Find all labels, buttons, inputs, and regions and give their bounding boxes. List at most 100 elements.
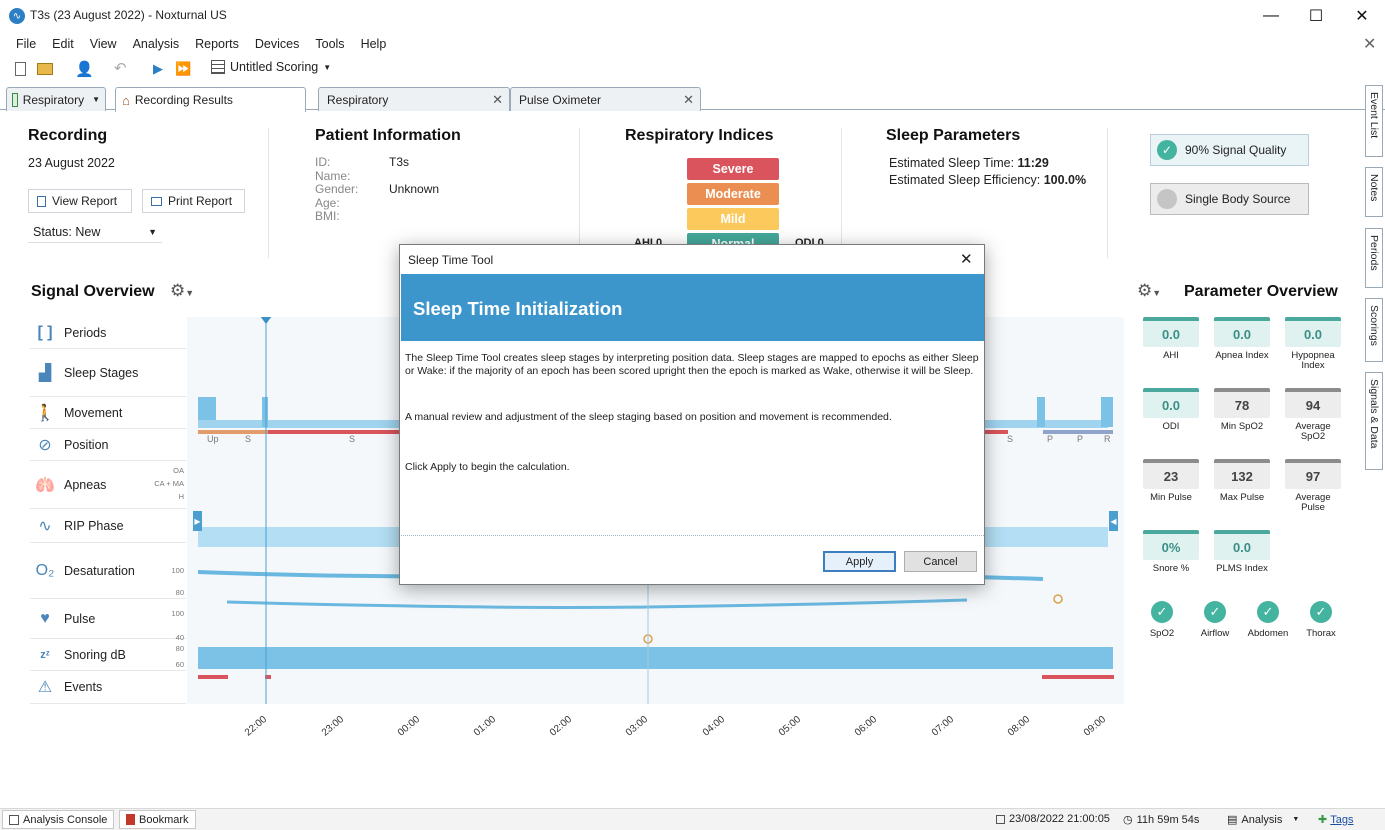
close-window-button[interactable]: ✕ [1355, 8, 1369, 25]
check-spo2[interactable]: ✓ SpO2 [1134, 601, 1190, 639]
check-abdomen[interactable]: ✓ Abdomen [1240, 601, 1296, 639]
side-tab-periods[interactable]: Periods [1365, 228, 1383, 288]
sleep-stages-icon: ▟ [38, 364, 52, 382]
tags-label: Tags [1330, 813, 1354, 826]
tags-link[interactable]: ✚ Tags [1318, 813, 1354, 827]
cursor-handle-icon[interactable] [260, 316, 272, 324]
bookmark-button[interactable]: Bookmark [119, 810, 196, 829]
signal-row-periods[interactable]: [ ] Periods [30, 317, 186, 349]
signal-row-pulse[interactable]: ♥ Pulse 100 40 [30, 599, 186, 642]
recording-date: 23 August 2022 [28, 156, 115, 170]
axis-label: 100 [171, 566, 184, 575]
analysis-console-button[interactable]: Analysis Console [2, 810, 115, 829]
time-tick: 09:00 [1081, 714, 1109, 739]
signal-row-movement[interactable]: 🚶 Movement [30, 397, 186, 429]
home-icon: ⌂ [122, 92, 130, 108]
status-dropdown[interactable]: Status: New ▼ [28, 222, 162, 243]
patient-name-value [389, 170, 439, 184]
side-tab-scorings[interactable]: Scorings [1365, 298, 1383, 362]
tile-apnea-index[interactable]: 0.0 Apnea Index [1214, 317, 1270, 361]
tile-value: 0% [1143, 530, 1199, 560]
view-report-button[interactable]: View Report [28, 189, 132, 213]
mode-dropdown[interactable]: ▤ Analysis ▼ [1227, 813, 1299, 827]
tile-snore-percent[interactable]: 0% Snore % [1143, 530, 1199, 574]
tile-label: Hypopnea Index [1291, 350, 1335, 371]
signal-row-events[interactable]: ⚠ Events [30, 671, 186, 704]
dialog-paragraph-1: The Sleep Time Tool creates sleep stages… [405, 352, 979, 377]
tile-average-pulse[interactable]: 97 Average Pulse [1285, 459, 1341, 513]
parameter-settings-gear-icon[interactable]: ⚙▼ [1137, 281, 1162, 300]
tile-value: 0.0 [1143, 317, 1199, 347]
duration-label: 11h 59m 54s [1136, 813, 1200, 826]
menu-file[interactable]: File [16, 37, 37, 51]
close-tab-icon[interactable]: ✕ [492, 92, 503, 107]
scroll-left-handle[interactable]: ▶ [193, 511, 202, 531]
severity-scale: Severe Moderate Mild Normal [687, 158, 779, 258]
tile-plms-index[interactable]: 0.0 PLMS Index [1214, 530, 1270, 574]
apply-button[interactable]: Apply [823, 551, 896, 572]
signal-settings-gear-icon[interactable]: ⚙▼ [170, 281, 195, 300]
tile-min-spo2[interactable]: 78 Min SpO2 [1214, 388, 1270, 432]
axis-label: 40 [175, 633, 184, 642]
check-circle-icon: ✓ [1157, 140, 1177, 160]
patient-gender-value: Unknown [389, 182, 440, 196]
menu-analysis[interactable]: Analysis [132, 37, 180, 51]
signal-row-apneas[interactable]: 🫁 Apneas OA CA + MA H [30, 461, 186, 509]
signal-row-snoring[interactable]: zᶻ Snoring dB 80 60 [30, 639, 186, 671]
tile-hypopnea-index[interactable]: 0.0 Hypopnea Index [1285, 317, 1341, 371]
play-icon[interactable]: ▶ [153, 61, 163, 76]
signal-row-sleep-stages[interactable]: ▟ Sleep Stages [30, 349, 186, 397]
side-tab-notes[interactable]: Notes [1365, 167, 1383, 217]
tab-respiratory[interactable]: Respiratory ✕ [318, 87, 510, 111]
tile-ahi[interactable]: 0.0 AHI [1143, 317, 1199, 361]
tile-value: 0.0 [1214, 530, 1270, 560]
tile-odi[interactable]: 0.0 ODI [1143, 388, 1199, 432]
signal-row-rip-phase[interactable]: ∿ RIP Phase [30, 509, 186, 543]
dialog-close-icon[interactable]: ✕ [960, 251, 973, 268]
menu-help[interactable]: Help [360, 37, 387, 51]
tab-recording-results[interactable]: ⌂ Recording Results [115, 87, 306, 112]
scroll-right-handle[interactable]: ◀ [1109, 511, 1118, 531]
divider [841, 128, 842, 258]
new-file-icon[interactable] [15, 62, 26, 76]
minimize-button[interactable]: — [1263, 7, 1279, 24]
clock-icon: ◷ [1123, 814, 1133, 826]
fast-forward-icon[interactable]: ⏩ [175, 61, 192, 76]
signal-label: Periods [64, 325, 107, 340]
signal-row-desaturation[interactable]: O₂ Desaturation 100 80 [30, 543, 186, 599]
time-tick: 02:00 [547, 714, 575, 739]
close-tab-icon[interactable]: ✕ [683, 92, 694, 107]
tile-min-pulse[interactable]: 23 Min Pulse [1143, 459, 1199, 503]
close-document-icon[interactable]: ✕ [1363, 36, 1377, 53]
view-dropdown-label: Respiratory [22, 92, 85, 107]
tile-max-pulse[interactable]: 132 Max Pulse [1214, 459, 1270, 503]
cancel-button[interactable]: Cancel [904, 551, 977, 572]
scoring-name: Untitled Scoring [230, 60, 319, 74]
event-marker[interactable] [1053, 594, 1063, 604]
signal-row-position[interactable]: ⊘ Position [30, 429, 186, 461]
undo-icon[interactable]: ↶ [114, 60, 127, 77]
view-dropdown[interactable]: Respiratory ▼ [6, 87, 106, 111]
menu-view[interactable]: View [89, 37, 117, 51]
menu-tools[interactable]: Tools [315, 37, 345, 51]
check-thorax[interactable]: ✓ Thorax [1293, 601, 1349, 639]
menu-reports[interactable]: Reports [195, 37, 239, 51]
side-tab-event-list[interactable]: Event List [1365, 85, 1383, 157]
menu-edit[interactable]: Edit [52, 37, 74, 51]
check-airflow[interactable]: ✓ Airflow [1187, 601, 1243, 639]
tile-average-spo2[interactable]: 94 Average SpO2 [1285, 388, 1341, 442]
warning-icon: ⚠ [37, 679, 53, 696]
scoring-selector[interactable]: Untitled Scoring ▼ [211, 60, 331, 74]
time-axis: 22:00 23:00 00:00 01:00 02:00 03:00 04:0… [187, 704, 1124, 744]
print-report-button[interactable]: Print Report [142, 189, 245, 213]
open-folder-icon[interactable] [37, 63, 53, 75]
calendar-icon [996, 814, 1005, 824]
maximize-button[interactable]: ☐ [1308, 8, 1324, 25]
menu-devices[interactable]: Devices [254, 37, 300, 51]
body-source-badge[interactable]: Single Body Source [1150, 183, 1309, 215]
signal-quality-badge[interactable]: ✓ 90% Signal Quality [1150, 134, 1309, 166]
position-mark: R [1104, 434, 1111, 444]
patient-icon[interactable]: 👤 [75, 61, 94, 78]
side-tab-signals-data[interactable]: Signals & Data [1365, 372, 1383, 470]
tab-pulse-oximeter[interactable]: Pulse Oximeter ✕ [510, 87, 701, 111]
